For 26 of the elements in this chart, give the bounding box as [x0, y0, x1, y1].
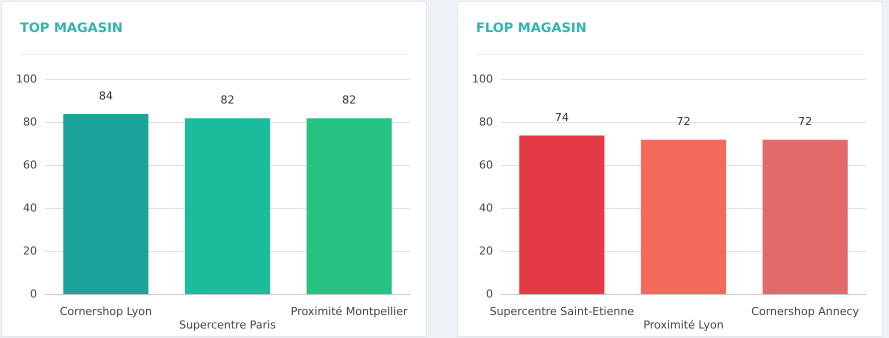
x-tick-label: Proximité Montpellier [290, 305, 408, 318]
y-tick-label: 0 [30, 287, 37, 300]
chart-title: TOP MAGASIN [20, 20, 123, 36]
y-tick-label: 100 [472, 72, 493, 86]
x-tick-label: Proximité Lyon [643, 318, 724, 332]
x-tick-label: Cornershop Lyon [60, 305, 152, 318]
data-label: 82 [220, 94, 234, 107]
y-tick-label: 60 [478, 158, 493, 172]
y-tick-label: 20 [478, 244, 493, 258]
data-label: 82 [342, 94, 356, 107]
x-tick-label: Supercentre Paris [179, 318, 276, 332]
y-tick-label: 40 [22, 201, 37, 214]
x-tick-label: Cornershop Annecy [751, 305, 860, 318]
y-tick-label: 40 [478, 201, 493, 214]
y-tick-label: 80 [22, 115, 37, 128]
data-label: 72 [676, 115, 690, 128]
x-tick-label: Supercentre Saint-Etienne [490, 305, 634, 318]
y-tick-label: 100 [16, 72, 37, 86]
data-label: 74 [554, 110, 569, 124]
y-tick-label: 20 [22, 244, 37, 258]
data-label: 84 [98, 89, 113, 102]
y-tick-label: 80 [478, 115, 493, 128]
data-label: 72 [798, 115, 812, 128]
y-tick-label: 0 [486, 287, 493, 300]
chart-title: FLOP MAGASIN [476, 20, 587, 36]
y-tick-label: 60 [22, 158, 37, 172]
